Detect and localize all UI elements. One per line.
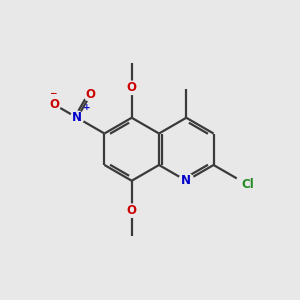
Text: O: O bbox=[49, 98, 59, 111]
Circle shape bbox=[84, 88, 97, 101]
Text: −: − bbox=[49, 89, 56, 98]
Text: N: N bbox=[181, 174, 191, 187]
Text: Cl: Cl bbox=[241, 178, 254, 191]
Circle shape bbox=[47, 98, 61, 111]
Text: +: + bbox=[82, 103, 90, 112]
Circle shape bbox=[125, 81, 138, 94]
Text: O: O bbox=[127, 204, 137, 217]
Circle shape bbox=[179, 173, 194, 188]
Circle shape bbox=[238, 175, 257, 194]
Circle shape bbox=[70, 111, 84, 124]
Text: O: O bbox=[85, 88, 95, 101]
Text: N: N bbox=[72, 111, 82, 124]
Text: O: O bbox=[127, 81, 137, 94]
Circle shape bbox=[125, 204, 138, 217]
